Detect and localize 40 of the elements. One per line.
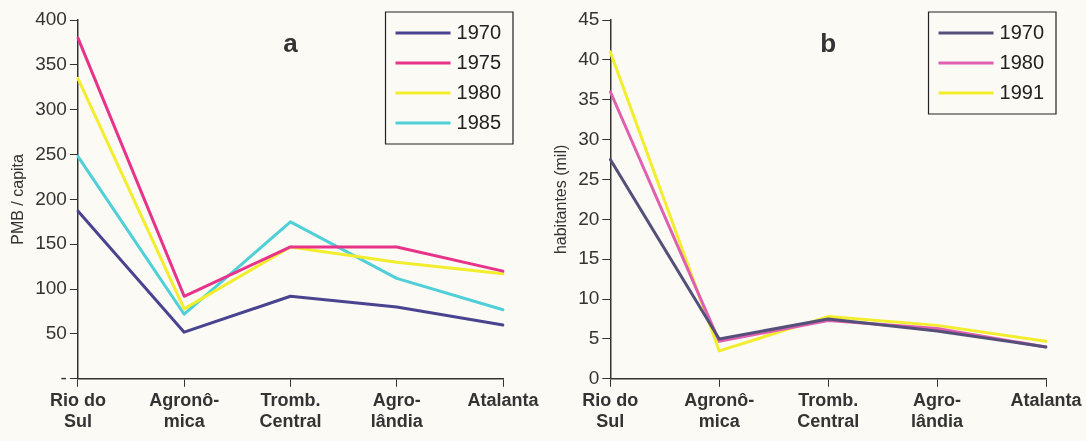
y-tick-label: -: [60, 367, 67, 389]
y-tick-label: 100: [35, 277, 67, 299]
y-tick-label: 300: [35, 97, 67, 119]
x-tick-label: Agro- lândia: [370, 389, 424, 432]
x-tick-label: Agro- lândia: [911, 389, 965, 432]
y-tick-label: 50: [45, 322, 67, 344]
legend-label: 1985: [456, 110, 502, 133]
x-tick-label: Atalanta: [467, 389, 540, 410]
x-tick-label: Agronô- mica: [684, 389, 755, 432]
y-tick-label: 20: [578, 207, 600, 229]
legend-label: 1980: [456, 80, 502, 103]
y-tick-label: 35: [578, 87, 600, 109]
y-tick-label: 30: [578, 127, 600, 149]
y-axis-title: PMB / capita: [9, 153, 27, 245]
y-tick-label: 0: [588, 367, 600, 389]
legend-label: 1991: [999, 80, 1045, 103]
x-tick-label: Atalanta: [1010, 389, 1083, 410]
y-tick-label: 5: [588, 327, 600, 349]
legend-label: 1970: [456, 20, 502, 43]
x-tick-label: Tromb. Central: [259, 389, 322, 432]
y-tick-label: 25: [578, 167, 600, 189]
y-tick-label: 40: [578, 48, 600, 70]
x-tick-label: Rio do Sul: [49, 389, 106, 432]
legend-label: 1970: [999, 20, 1045, 43]
y-tick-label: 15: [578, 247, 600, 269]
legend-label: 1980: [999, 50, 1045, 73]
y-tick-label: 150: [35, 232, 67, 254]
y-axis-title: habitantes (mil): [552, 144, 570, 255]
x-tick-label: Tromb. Central: [797, 389, 860, 432]
y-tick-label: 45: [578, 8, 600, 30]
legend-label: 1975: [456, 50, 502, 73]
y-tick-label: 400: [35, 8, 67, 30]
x-tick-label: Rio do Sul: [582, 389, 639, 432]
y-tick-label: 10: [578, 287, 600, 309]
chart-title: a: [283, 28, 299, 59]
y-tick-label: 250: [35, 142, 67, 164]
x-tick-label: Agronô- mica: [149, 389, 220, 432]
y-tick-label: 200: [35, 187, 67, 209]
chart-title: b: [820, 28, 837, 59]
y-tick-label: 350: [35, 53, 67, 75]
